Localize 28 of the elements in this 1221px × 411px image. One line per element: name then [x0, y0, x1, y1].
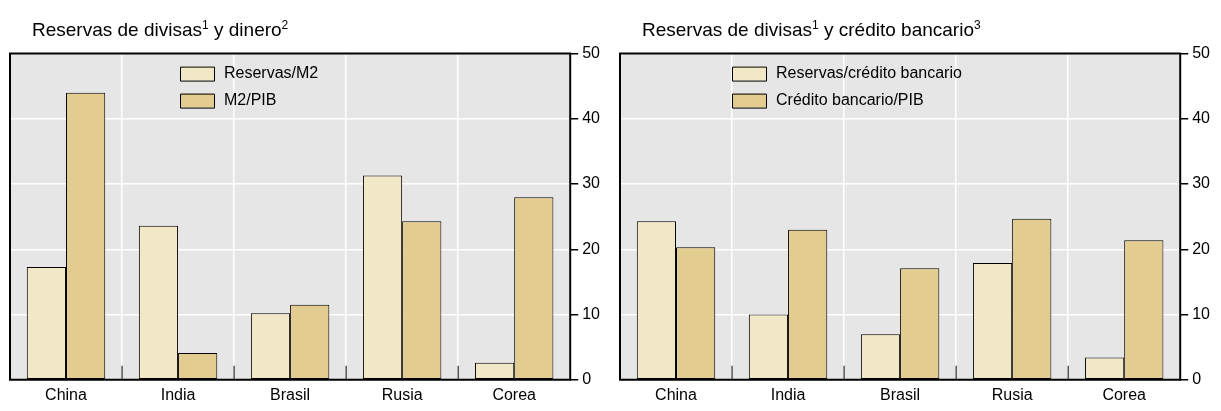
y-tick-label: 20 — [1192, 239, 1211, 257]
x-tick-label: Brasil — [270, 385, 311, 403]
chart-title: Reservas de divisas$^{1}$ y crédito bancario$^{3}$ — [641, 17, 982, 41]
chart-title: Reservas de divisas$^{1}$ y dinero$^{2}$ — [31, 17, 290, 41]
y-tick-label: 10 — [582, 304, 601, 322]
x-tick-label: Rusia — [381, 385, 423, 403]
y-tick-label: 30 — [1192, 174, 1211, 192]
y-tick-label: 40 — [1192, 109, 1211, 127]
x-tick-label: India — [770, 385, 806, 403]
y-tick-label: 30 — [582, 174, 601, 192]
x-tick-label: Rusia — [991, 385, 1033, 403]
x-tick-label: China — [655, 385, 698, 403]
y-tick-label: 50 — [1192, 44, 1211, 62]
x-tick-label: Corea — [1102, 385, 1147, 403]
x-tick-label: India — [160, 385, 196, 403]
legend-label: Crédito bancario/PIB — [776, 91, 924, 109]
y-tick-label: 50 — [582, 44, 601, 62]
x-tick-label: Corea — [492, 385, 537, 403]
y-tick-label: 10 — [1192, 304, 1211, 322]
legend-label: Reservas/M2 — [224, 64, 319, 82]
y-tick-label: 20 — [582, 239, 601, 257]
legend-label: M2/PIB — [224, 91, 277, 109]
x-tick-label: Brasil — [880, 385, 921, 403]
x-tick-label: China — [45, 385, 88, 403]
y-tick-label: 0 — [582, 370, 592, 388]
y-tick-label: 40 — [582, 109, 601, 127]
y-tick-label: 0 — [1192, 370, 1202, 388]
legend-label: Reservas/crédito bancario — [776, 64, 962, 82]
